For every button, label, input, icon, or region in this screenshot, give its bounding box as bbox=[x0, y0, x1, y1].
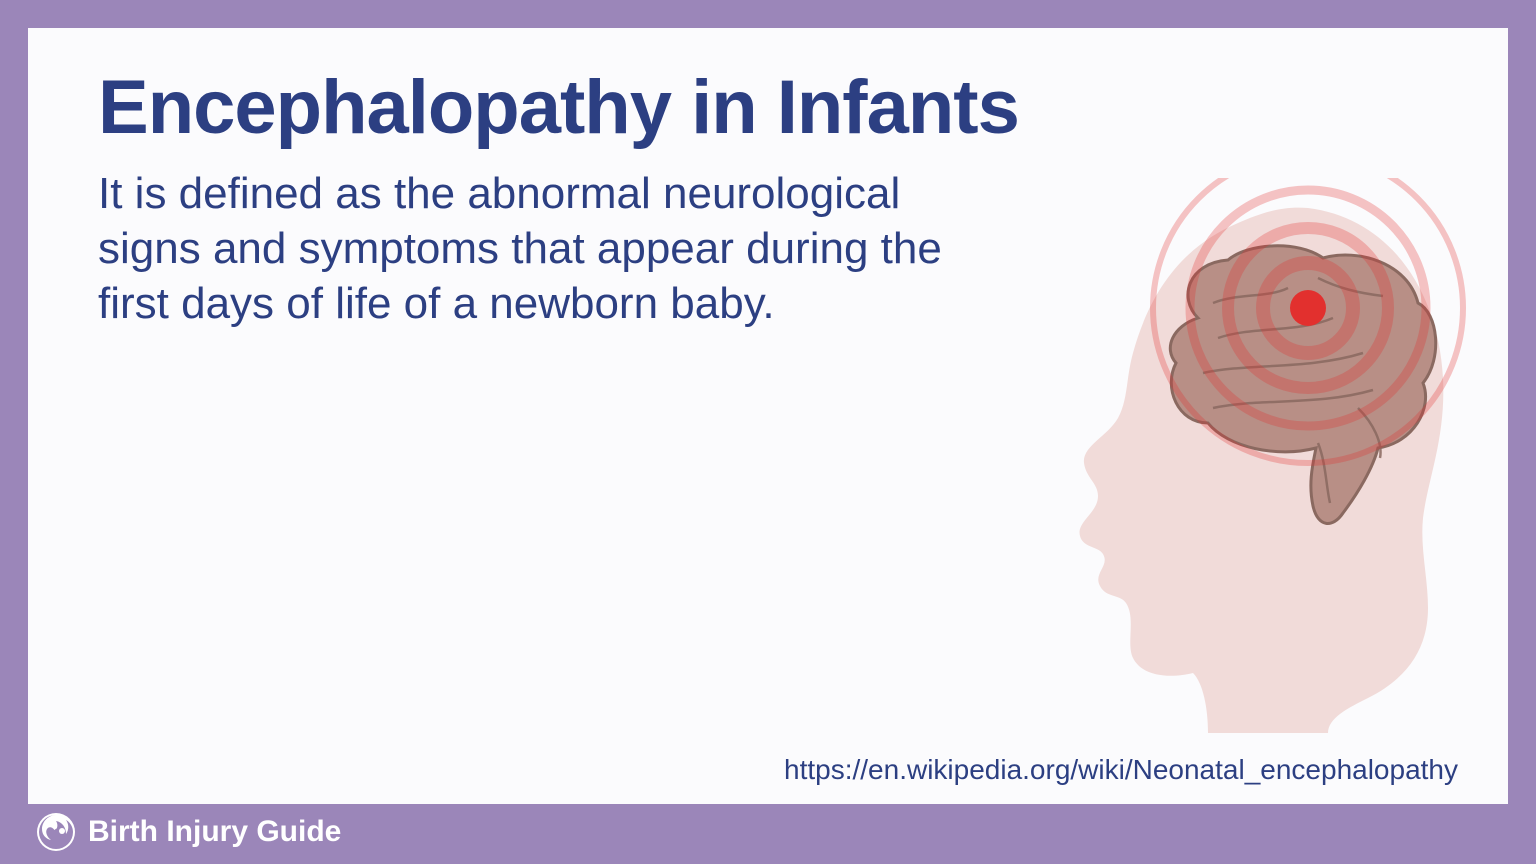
brand-name: Birth Injury Guide bbox=[88, 815, 341, 849]
card-body: It is defined as the abnormal neurologic… bbox=[98, 166, 998, 331]
source-url: https://en.wikipedia.org/wiki/Neonatal_e… bbox=[784, 754, 1458, 786]
brand-logo-icon bbox=[36, 812, 76, 852]
info-card: Encephalopathy in Infants It is defined … bbox=[28, 28, 1508, 804]
footer: Birth Injury Guide bbox=[36, 812, 341, 852]
brain-illustration bbox=[1008, 178, 1468, 738]
card-title: Encephalopathy in Infants bbox=[98, 68, 1438, 148]
